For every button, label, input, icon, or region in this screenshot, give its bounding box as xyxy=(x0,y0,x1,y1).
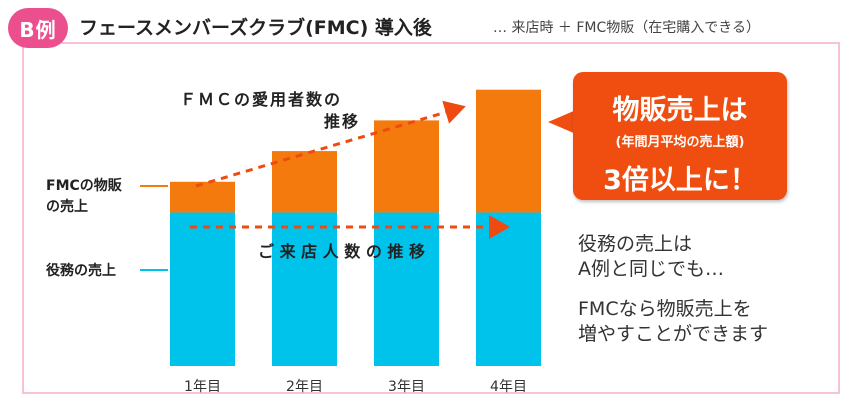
callout-pointer xyxy=(548,110,576,134)
service-sales-bar-4 xyxy=(476,212,541,366)
page-subtitle: … 来店時 ＋ FMC物販（在宅購入できる） xyxy=(493,20,760,36)
x-tick-label-2: 2年目 xyxy=(286,379,323,395)
note-line-4: 増やすことができます xyxy=(578,323,769,345)
callout-subtitle: (年間月平均の売上額) xyxy=(615,135,745,150)
note-line-1: 役務の売上は xyxy=(578,233,693,255)
example-badge: B例 xyxy=(8,8,68,48)
note-line-3: FMCなら物販売上を xyxy=(578,298,752,320)
service-sales-bar-3 xyxy=(374,212,439,366)
fmc-sales-bar-1 xyxy=(170,181,235,213)
callout-title: 物販売上は xyxy=(612,95,748,126)
callout-box: 物販売上は (年間月平均の売上額) 3倍以上に！ xyxy=(573,72,787,200)
visitors-trend-label: ご 来 店 人 数 の 推 移 xyxy=(258,242,425,261)
service-sales-bar-1 xyxy=(170,212,235,366)
page-title: フェースメンバーズクラブ(FMC) 導入後 xyxy=(79,17,432,39)
x-tick-label-1: 1年目 xyxy=(184,379,221,395)
x-axis-labels: 1年目 2年目 3年目 4年目 xyxy=(184,379,527,395)
callout-result: 3倍以上に！ xyxy=(603,165,757,196)
note-line-2: A例と同じでも… xyxy=(578,258,724,280)
fmc-sales-bar-2 xyxy=(272,151,337,213)
x-tick-label-4: 4年目 xyxy=(490,379,527,395)
fmc-sales-bar-3 xyxy=(374,120,439,213)
fmc-sales-bar-4 xyxy=(476,89,541,213)
x-tick-label-3: 3年目 xyxy=(388,379,425,395)
fmc-users-trend-label-line1: ＦＭＣの愛用者数の xyxy=(180,90,342,109)
bar-group xyxy=(170,89,541,366)
fmc-sales-label-line1: FMCの物販 xyxy=(46,177,123,194)
service-sales-label: 役務の売上 xyxy=(46,262,116,279)
service-sales-bar-2 xyxy=(272,212,337,366)
fmc-sales-label-line2: の売上 xyxy=(46,198,88,215)
fmc-users-trend-arrow xyxy=(195,100,466,188)
fmc-users-trend-label-line2: 推移 xyxy=(324,112,360,131)
